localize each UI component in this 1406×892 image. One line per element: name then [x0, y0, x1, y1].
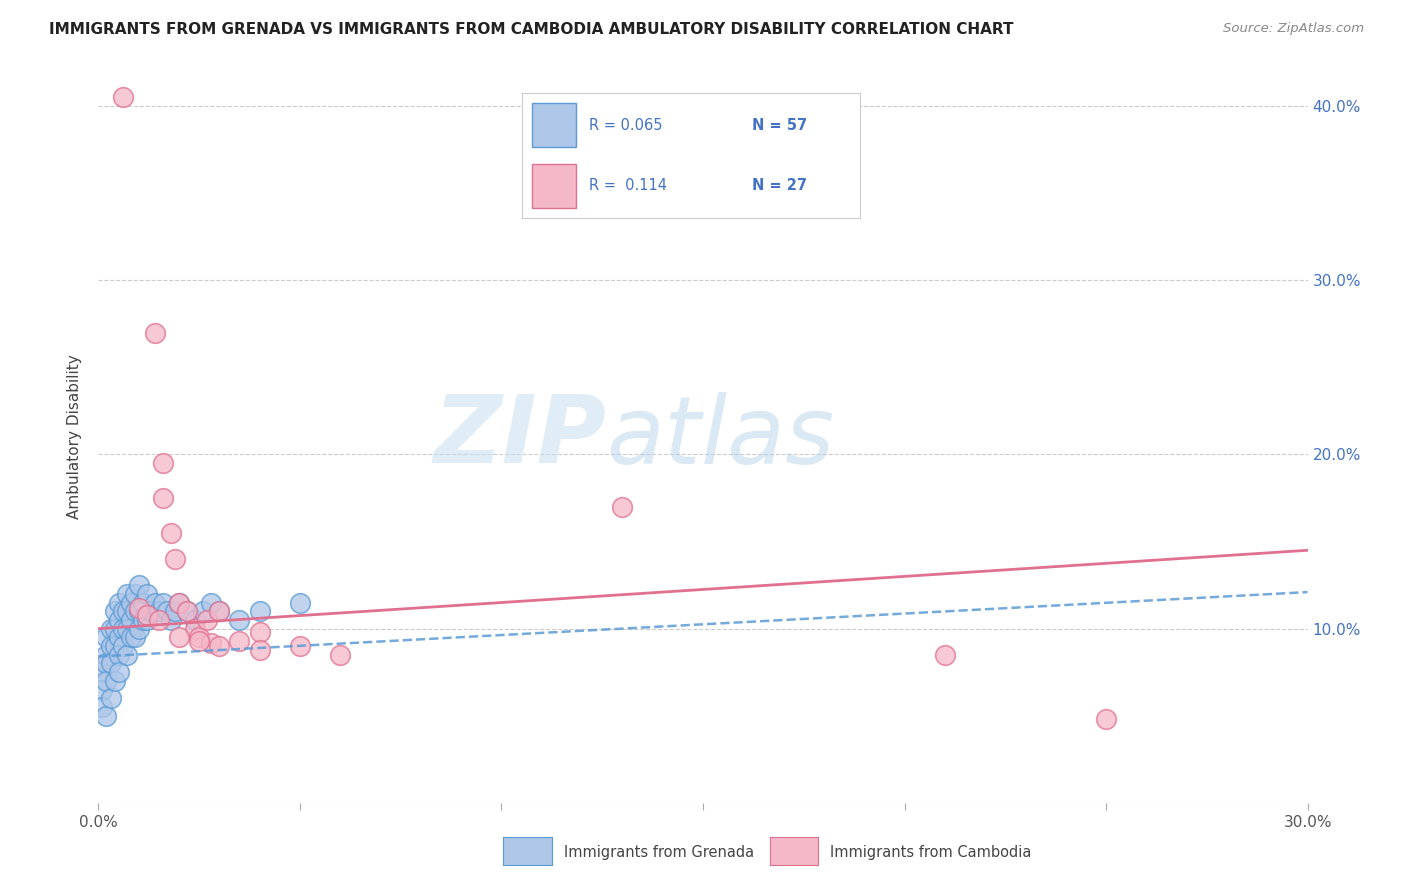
Point: [128, 578, 150, 592]
Point: [228, 613, 250, 627]
Point: [152, 456, 174, 470]
Point: [124, 631, 146, 645]
Point: [167, 595, 190, 609]
Point: [107, 631, 129, 645]
Point: [200, 635, 222, 649]
Point: [128, 622, 150, 636]
Point: [176, 604, 198, 618]
Point: [156, 604, 179, 618]
Point: [249, 642, 271, 657]
Point: [107, 665, 129, 680]
Point: [124, 587, 146, 601]
Text: Immigrants from Cambodia: Immigrants from Cambodia: [830, 845, 1032, 860]
Text: ZIP: ZIP: [433, 391, 606, 483]
Point: [91, 700, 114, 714]
Y-axis label: Ambulatory Disability: Ambulatory Disability: [67, 355, 83, 519]
Point: [143, 595, 166, 609]
Point: [208, 639, 231, 653]
Point: [111, 622, 134, 636]
Point: [228, 633, 250, 648]
Point: [103, 639, 125, 653]
Point: [1095, 712, 1118, 726]
Point: [96, 648, 118, 662]
Point: [188, 631, 211, 645]
Point: [163, 604, 186, 618]
Point: [200, 595, 222, 609]
Point: [208, 604, 231, 618]
Point: [135, 587, 157, 601]
Text: IMMIGRANTS FROM GRENADA VS IMMIGRANTS FROM CAMBODIA AMBULATORY DISABILITY CORREL: IMMIGRANTS FROM GRENADA VS IMMIGRANTS FR…: [49, 22, 1014, 37]
Point: [96, 631, 118, 645]
Point: [96, 708, 118, 723]
Point: [934, 648, 956, 662]
Point: [96, 657, 118, 671]
Point: [249, 604, 271, 618]
Point: [152, 491, 174, 505]
Point: [96, 673, 118, 688]
Point: [163, 552, 186, 566]
Point: [111, 639, 134, 653]
Point: [100, 691, 122, 706]
Point: [111, 90, 134, 104]
Point: [103, 604, 125, 618]
Point: [132, 613, 155, 627]
Point: [195, 613, 218, 627]
Point: [329, 648, 352, 662]
Point: [193, 604, 215, 618]
Point: [128, 604, 150, 618]
Point: [152, 595, 174, 609]
Point: [288, 639, 311, 653]
Point: [115, 622, 138, 636]
Point: [107, 613, 129, 627]
Point: [135, 607, 157, 622]
Point: [128, 600, 150, 615]
Point: [120, 613, 142, 627]
Point: [208, 604, 231, 618]
Point: [148, 613, 170, 627]
Text: Source: ZipAtlas.com: Source: ZipAtlas.com: [1223, 22, 1364, 36]
Point: [167, 595, 190, 609]
Point: [160, 613, 183, 627]
Point: [120, 595, 142, 609]
Point: [103, 673, 125, 688]
Point: [288, 595, 311, 609]
Point: [184, 622, 207, 636]
Point: [135, 613, 157, 627]
Point: [115, 648, 138, 662]
Point: [124, 604, 146, 618]
Point: [139, 604, 162, 618]
Point: [91, 682, 114, 697]
Text: Immigrants from Grenada: Immigrants from Grenada: [564, 845, 754, 860]
Point: [184, 613, 207, 627]
Point: [115, 587, 138, 601]
Point: [107, 595, 129, 609]
Point: [176, 604, 198, 618]
Point: [188, 633, 211, 648]
Point: [132, 595, 155, 609]
Point: [107, 648, 129, 662]
Point: [103, 622, 125, 636]
Point: [111, 604, 134, 618]
Point: [91, 665, 114, 680]
Point: [100, 657, 122, 671]
Text: atlas: atlas: [606, 392, 835, 483]
Point: [612, 500, 634, 514]
Point: [249, 625, 271, 640]
Point: [167, 631, 190, 645]
Point: [100, 639, 122, 653]
Point: [143, 326, 166, 340]
Point: [148, 604, 170, 618]
Point: [100, 622, 122, 636]
Point: [160, 525, 183, 540]
Point: [120, 631, 142, 645]
Point: [115, 604, 138, 618]
